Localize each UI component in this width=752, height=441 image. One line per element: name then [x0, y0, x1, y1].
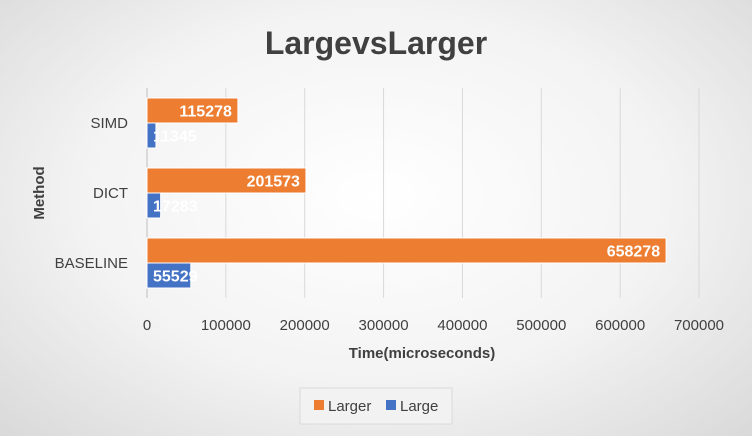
- x-tick-label: 500000: [516, 317, 566, 334]
- x-axis-ticks: 0 100000 200000 300000 400000 500000 600000 700…: [143, 317, 724, 334]
- legend-swatch: [314, 400, 324, 410]
- y-axis-title: Method: [31, 166, 48, 219]
- x-tick-label: 200000: [280, 317, 330, 334]
- legend-label: Larger: [328, 398, 371, 415]
- bar-larger: [146, 237, 667, 264]
- legend-box: [299, 387, 453, 425]
- x-tick-label: 400000: [437, 317, 487, 334]
- bar-large: [146, 122, 157, 149]
- bar-value-label: 11345: [153, 129, 197, 146]
- bar-large: [146, 262, 192, 289]
- chart-title: LargevsLarger: [265, 25, 487, 61]
- bar-larger: [146, 97, 239, 124]
- gridlines: [146, 88, 700, 298]
- bars: [146, 97, 667, 289]
- bar-large: [146, 192, 162, 219]
- legend-swatch: [386, 400, 396, 410]
- bar-value-label: 17283: [153, 199, 198, 216]
- y-category-label: BASELINE: [55, 255, 128, 272]
- y-axis-categories: SIMD DICT BASELINE: [55, 115, 129, 272]
- y-category-label: SIMD: [91, 115, 129, 132]
- legend: Larger Large: [299, 387, 453, 425]
- bar-value-label: 55529: [153, 269, 198, 286]
- bar-value-label: 658278: [607, 244, 660, 261]
- x-tick-label: 0: [143, 317, 151, 334]
- data-labels: 115278 11345 201573 17283 658278 55529: [153, 104, 660, 286]
- x-tick-label: 100000: [201, 317, 251, 334]
- y-category-label: DICT: [93, 185, 128, 202]
- x-tick-label: 300000: [359, 317, 409, 334]
- x-axis-title: Time(microseconds): [349, 345, 495, 362]
- legend-label: Large: [400, 398, 438, 415]
- x-tick-label: 700000: [674, 317, 724, 334]
- x-tick-label: 600000: [595, 317, 645, 334]
- bar-value-label: 115278: [179, 104, 232, 121]
- bar-larger: [146, 167, 307, 194]
- bar-value-label: 201573: [247, 174, 300, 191]
